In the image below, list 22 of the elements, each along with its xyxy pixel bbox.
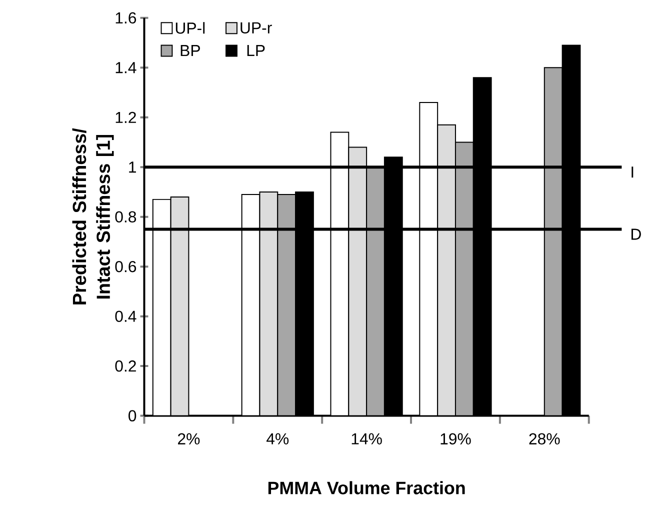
legend-label: BP	[180, 44, 200, 56]
y-tick-label: 1.6	[116, 12, 136, 24]
ref-line-label: I	[632, 166, 634, 178]
y-tick-label: 0.4	[115, 310, 136, 322]
y-tick-label: 1.4	[116, 62, 136, 74]
x-tick-label: 2%	[178, 433, 200, 444]
x-tick-label: 28%	[529, 433, 560, 444]
y-tick-label: 1.2	[116, 112, 136, 123]
legend-label: UP-r	[240, 22, 272, 34]
x-tick-label: 14%	[352, 433, 382, 444]
y-tick-label: 0	[128, 410, 136, 422]
legend-label: UP-l	[176, 22, 205, 34]
ref-line-label: D	[631, 228, 641, 240]
x-axis-title: PMMA Volume Fraction	[268, 481, 465, 494]
y-tick-label: 1	[129, 162, 136, 172]
y-tick-label: 0.2	[115, 360, 136, 372]
y-tick-label: 0.8	[115, 211, 136, 222]
x-tick-label: 19%	[440, 433, 471, 444]
legend-label: LP	[247, 44, 265, 56]
y-axis-title: Predicted Stiffness/ Intact Stiffness [1]	[72, 128, 114, 304]
y-tick-label: 0.6	[115, 260, 136, 272]
x-tick-label: 4%	[266, 433, 289, 444]
